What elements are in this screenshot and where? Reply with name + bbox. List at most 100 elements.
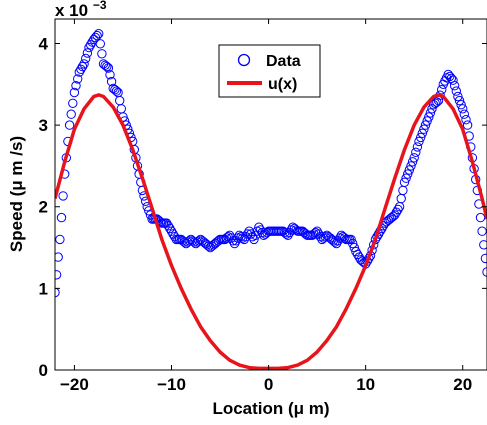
- data-point: [417, 128, 427, 139]
- data-point: [212, 237, 222, 247]
- data-point: [403, 169, 413, 179]
- data-point: [386, 212, 397, 223]
- data-point: [352, 249, 363, 260]
- data-point: [309, 229, 319, 239]
- data-point: [462, 120, 473, 130]
- data-point: [283, 230, 293, 241]
- data-point: [449, 81, 460, 91]
- y-tick-label: 3: [39, 116, 48, 135]
- data-point: [312, 226, 322, 236]
- x-axis-ticks: −20 −10 0 10 20: [60, 19, 472, 394]
- data-point: [280, 227, 290, 238]
- data-point: [427, 104, 437, 114]
- data-point: [239, 234, 250, 245]
- data-point: [448, 75, 458, 85]
- data-point: [320, 232, 330, 242]
- data-point: [69, 87, 80, 98]
- data-point: [399, 177, 410, 188]
- data-point: [406, 161, 416, 171]
- data-point: [241, 232, 251, 242]
- data-point: [401, 173, 411, 183]
- data-point: [453, 91, 463, 102]
- data-point: [437, 85, 447, 95]
- data-point: [103, 63, 114, 73]
- data-point: [225, 230, 235, 241]
- data-point: [229, 238, 240, 249]
- y-axis-label: Speed (μ m /s): [7, 136, 26, 252]
- data-point: [477, 226, 487, 236]
- data-layer: [55, 29, 487, 370]
- data-point: [163, 221, 174, 231]
- data-point: [414, 136, 424, 147]
- data-point: [94, 29, 104, 39]
- data-point: [85, 40, 96, 50]
- legend-model-label: u(x): [268, 76, 297, 93]
- data-point: [170, 232, 180, 242]
- y-tick-label: 1: [39, 279, 48, 298]
- legend-box: [218, 44, 321, 98]
- data-point: [55, 252, 63, 262]
- data-point: [412, 142, 423, 152]
- data-point: [459, 109, 469, 119]
- data-point: [422, 116, 432, 126]
- data-point: [451, 86, 461, 96]
- y-axis-scale-label: x 10 −3: [55, 0, 107, 20]
- data-point: [55, 287, 60, 298]
- data-point: [430, 98, 440, 109]
- y-axis-scale-exponent: −3: [93, 0, 107, 12]
- data-point: [55, 270, 62, 280]
- data-point: [204, 241, 214, 251]
- data-point: [480, 253, 487, 264]
- data-point: [55, 234, 65, 245]
- data-point: [289, 223, 300, 234]
- data-point: [106, 76, 117, 87]
- x-axis-label: Location (μ m): [212, 399, 329, 418]
- data-point: [351, 246, 361, 257]
- data-point: [404, 165, 414, 175]
- data-point: [64, 120, 75, 130]
- data-point: [84, 42, 94, 53]
- data-point: [299, 227, 309, 238]
- model-curve: [55, 93, 487, 370]
- data-point: [331, 238, 342, 249]
- data-point: [100, 60, 110, 71]
- data-point: [411, 147, 421, 158]
- data-point: [424, 112, 434, 122]
- data-point: [409, 153, 419, 163]
- data-point: [458, 104, 468, 114]
- data-point: [338, 232, 348, 242]
- y-axis-ticks: 0 1 2 3 4: [39, 34, 487, 380]
- data-point: [390, 210, 400, 220]
- data-point: [58, 191, 68, 201]
- data-point: [66, 109, 76, 119]
- x-tick-label: 0: [264, 375, 273, 394]
- legend-data-marker: [237, 53, 251, 67]
- data-point: [105, 70, 115, 80]
- data-point: [194, 236, 204, 246]
- data-point: [249, 234, 259, 245]
- data-point: [393, 204, 403, 215]
- data-point: [92, 30, 102, 41]
- data-point: [73, 74, 83, 84]
- data-point: [168, 229, 178, 239]
- legend: Data u(x): [218, 44, 321, 98]
- x-tick-label: 20: [453, 375, 472, 394]
- data-point: [76, 64, 86, 75]
- data-point: [425, 108, 436, 118]
- y-tick-label: 2: [39, 198, 48, 217]
- x-tick-label: −20: [60, 375, 89, 394]
- data-point: [254, 222, 264, 232]
- data-point: [419, 124, 429, 134]
- plot-frame: [54, 18, 487, 371]
- data-point: [328, 236, 338, 246]
- data-point: [97, 49, 107, 59]
- data-point: [102, 61, 112, 72]
- data-point: [454, 95, 465, 106]
- data-point: [246, 229, 256, 239]
- data-point: [391, 207, 402, 217]
- data-point: [407, 157, 418, 167]
- data-point: [71, 81, 81, 91]
- data-point: [461, 115, 471, 125]
- data-point: [228, 236, 238, 246]
- data-point: [236, 232, 246, 242]
